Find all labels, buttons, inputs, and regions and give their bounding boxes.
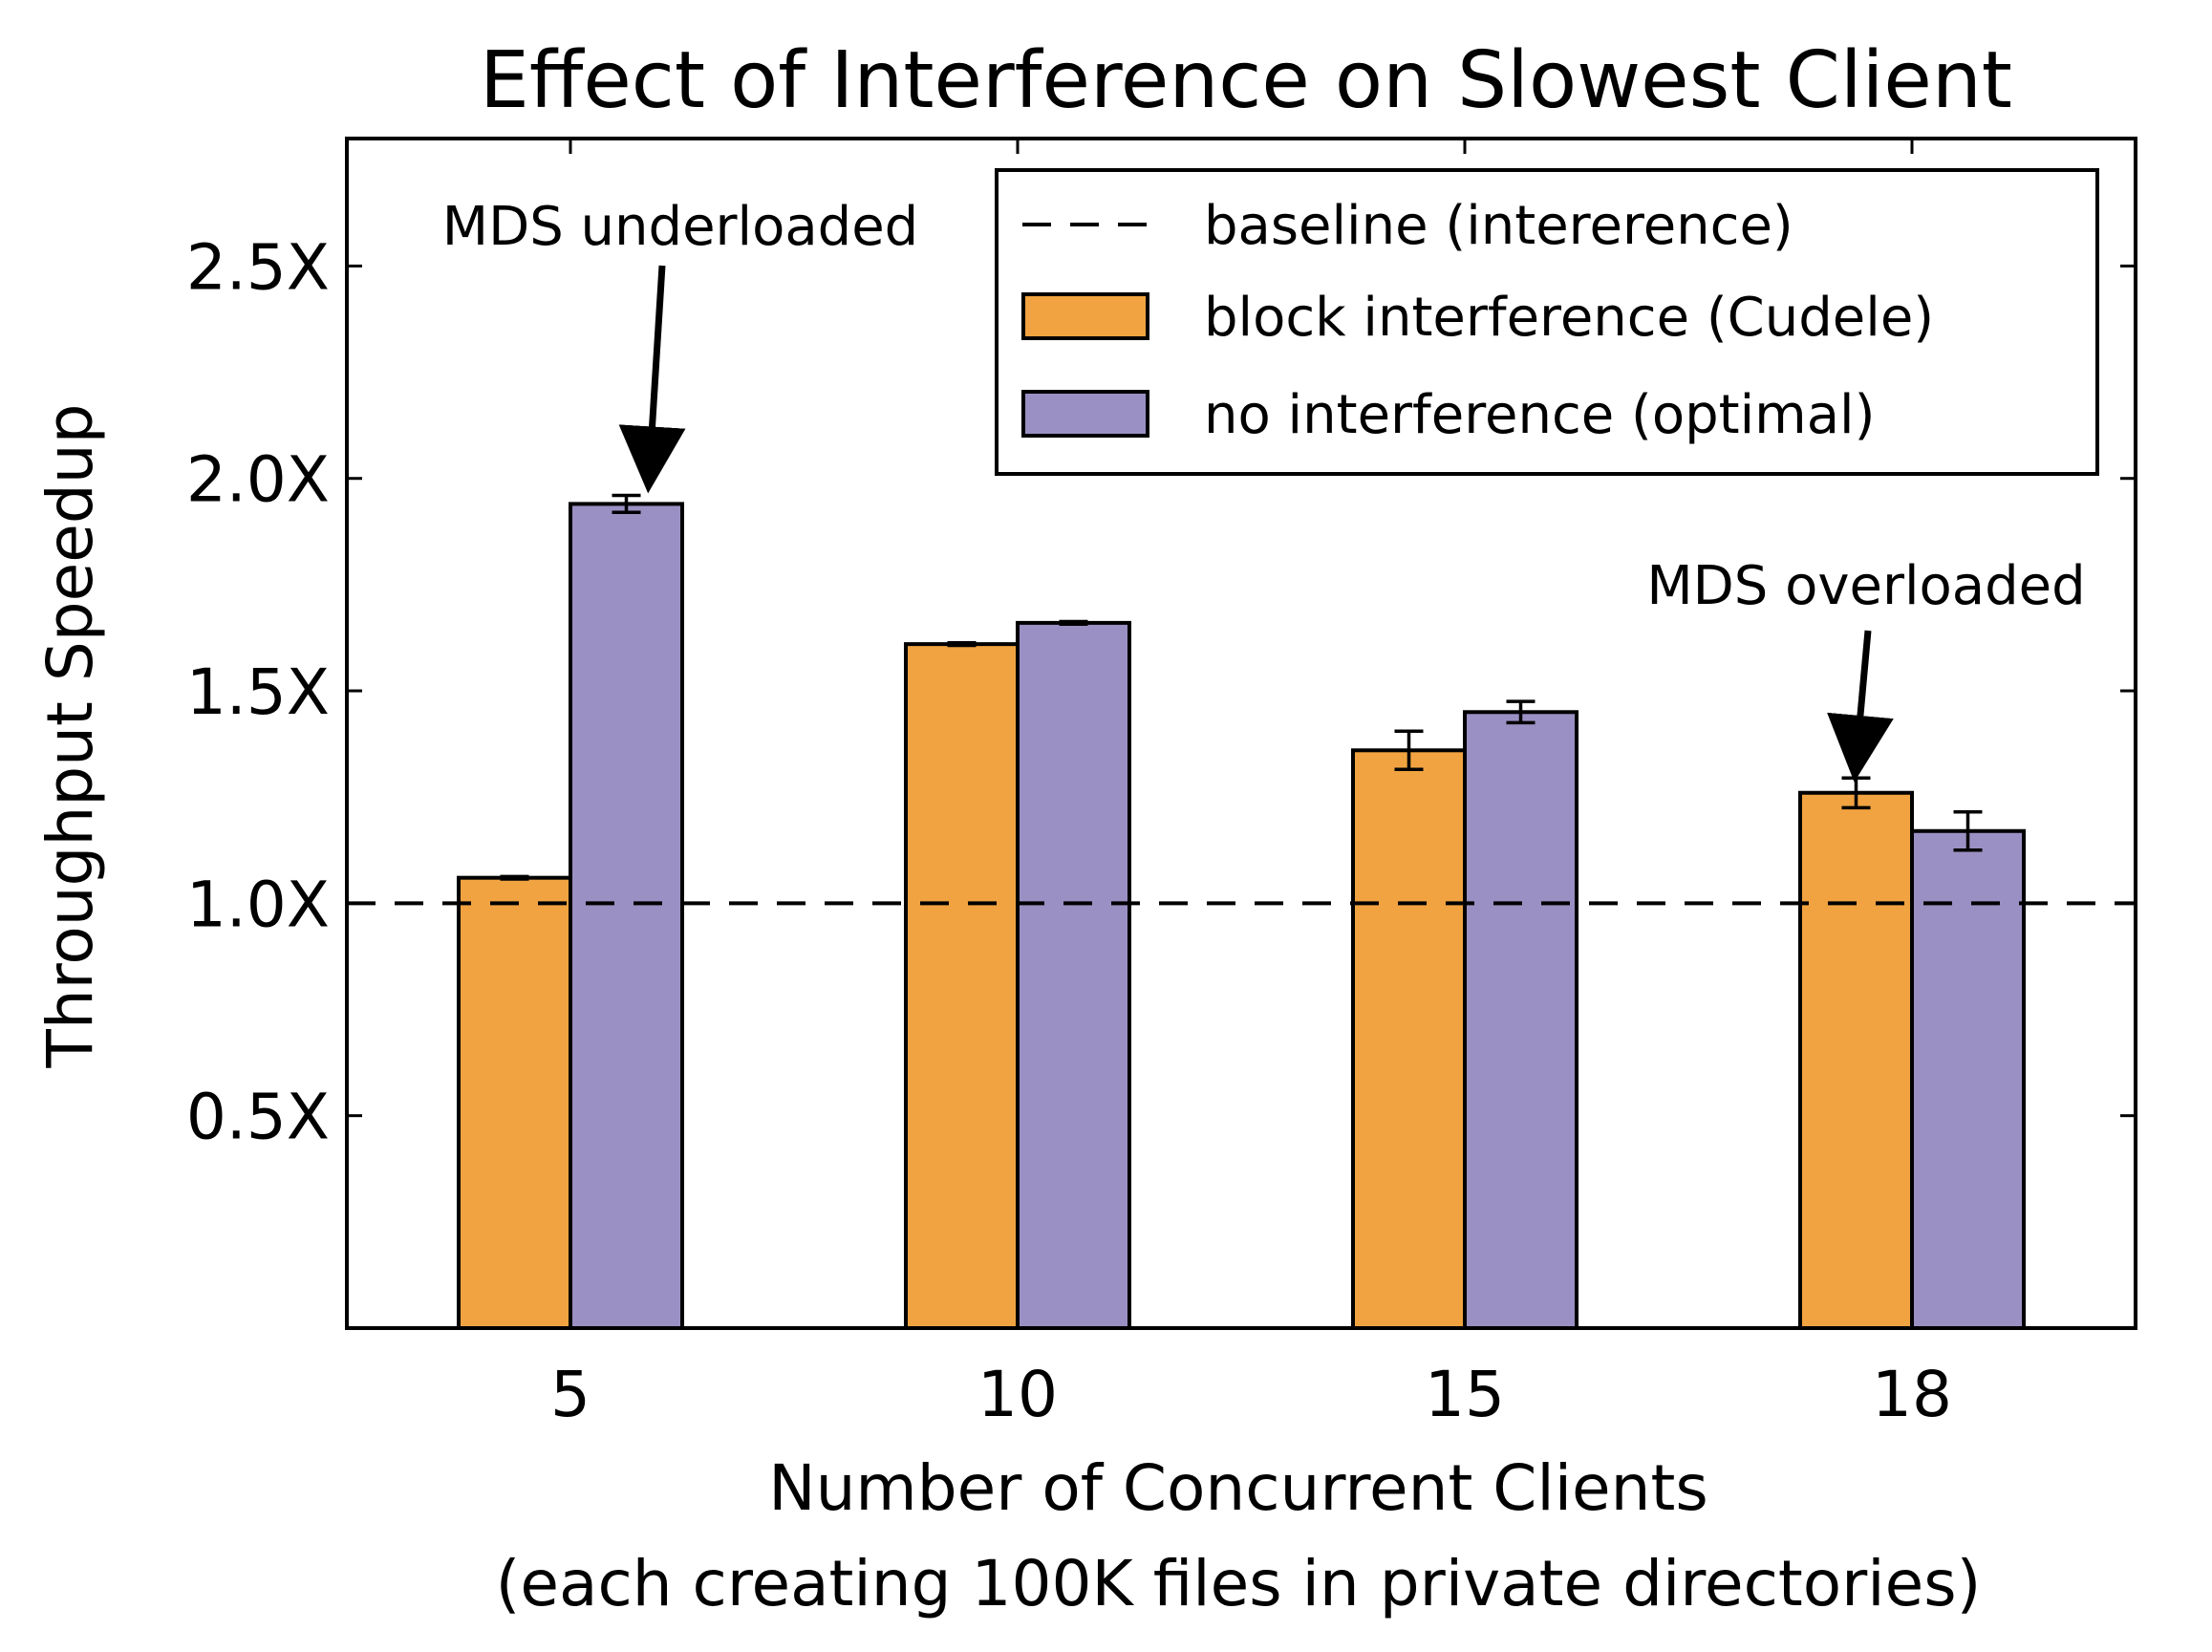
error-bar-series-0-cat-15 — [1394, 729, 1424, 772]
error-bar-series-1-cat-15 — [1506, 699, 1536, 725]
bar-series-1-cat-15 — [1463, 710, 1578, 1330]
error-bar-series-1-cat-10 — [1059, 619, 1088, 626]
error-bar-series-1-cat-18 — [1953, 810, 1983, 852]
error-bar-series-0-cat-10 — [947, 641, 977, 648]
legend-label-series-1: no interference (optimal) — [1204, 384, 1875, 446]
bar-series-1-cat-18 — [1910, 828, 2026, 1330]
plot-area — [345, 137, 2137, 1330]
x-tick-label: 15 — [1425, 1358, 1505, 1431]
error-bar-series-1-cat-5 — [612, 493, 641, 515]
error-bars — [500, 493, 1983, 881]
legend-label-baseline: baseline (intererence) — [1204, 195, 1793, 257]
y-tick-label: 1.5X — [186, 655, 330, 729]
x-tick-label: 5 — [550, 1358, 591, 1431]
x-tick-label: 10 — [977, 1358, 1058, 1431]
y-tick-label: 1.0X — [186, 868, 330, 941]
legend-swatch-series-1 — [1021, 390, 1149, 438]
bar-series-0-cat-15 — [1351, 748, 1467, 1330]
annotation-label: MDS underloaded — [442, 196, 918, 258]
x-tick-label: 18 — [1872, 1358, 1952, 1431]
bar-series-0-cat-5 — [457, 875, 572, 1331]
bars — [457, 502, 2026, 1331]
annotation-label: MDS overloaded — [1646, 555, 2085, 617]
legend-box — [995, 168, 2099, 476]
annotation-arrow — [618, 265, 686, 494]
axis-ticks: 0.5X 1.0X 1.5X 2.0X 2.5X 5 10 15 18 — [186, 139, 2136, 1431]
annotation-arrow — [1827, 630, 1894, 783]
x-axis-label-line-1: Number of Concurrent Clients — [768, 1451, 1708, 1525]
annotations: MDS underloaded MDS overloaded — [442, 196, 2086, 783]
x-axis-label-line-2: (each creating 100K files in private dir… — [496, 1547, 1982, 1620]
y-tick-label: 0.5X — [186, 1081, 330, 1154]
chart-title: Effect of Interference on Slowest Client — [480, 35, 2012, 126]
bar-series-0-cat-10 — [904, 642, 1020, 1330]
legend: baseline (intererence) block interference… — [995, 168, 2099, 476]
error-bar-series-0-cat-5 — [500, 874, 529, 881]
plot-frame — [345, 137, 2137, 1330]
bar-series-0-cat-18 — [1798, 790, 1914, 1330]
y-axis-label: Throughput Speedup — [33, 404, 107, 1069]
bar-series-1-cat-10 — [1016, 620, 1131, 1330]
bar-series-1-cat-5 — [569, 502, 684, 1330]
y-tick-label: 2.5X — [186, 230, 330, 304]
legend-label-series-0: block interference (Cudele) — [1204, 287, 1934, 349]
y-tick-label: 2.0X — [186, 443, 330, 517]
legend-swatch-series-0 — [1021, 292, 1149, 340]
